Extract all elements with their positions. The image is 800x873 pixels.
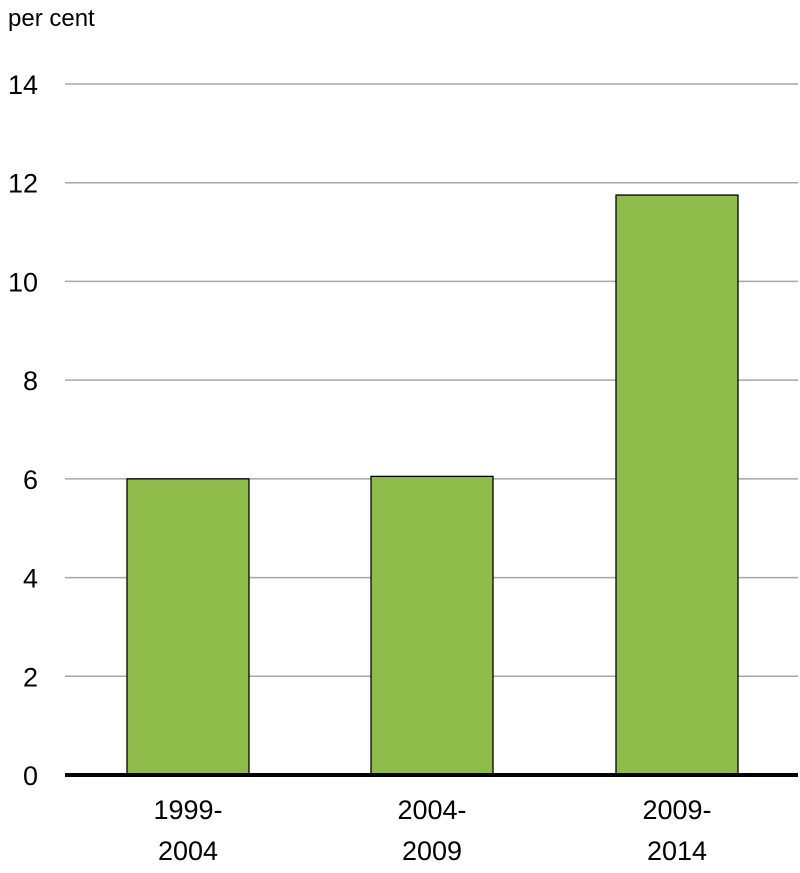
y-tick-label: 14 xyxy=(8,70,38,100)
x-category-label: 2014 xyxy=(647,836,707,866)
y-tick-label: 12 xyxy=(8,169,38,199)
y-tick-label: 8 xyxy=(23,366,38,396)
bar xyxy=(370,475,494,776)
x-category-label: 2004- xyxy=(397,795,466,825)
bar xyxy=(126,478,250,776)
x-category-label: 2004 xyxy=(158,836,218,866)
bar xyxy=(615,194,739,776)
bars xyxy=(126,194,739,776)
x-category-label: 1999- xyxy=(153,795,222,825)
y-unit-label: per cent xyxy=(8,5,95,32)
x-category-label: 2009- xyxy=(642,795,711,825)
x-category-label: 2009 xyxy=(402,836,462,866)
y-tick-labels: 0 2 4 6 8 10 12 14 xyxy=(8,70,38,791)
y-tick-label: 10 xyxy=(8,267,38,297)
x-category-labels: 1999- 2004 2004- 2009 2009- 2014 xyxy=(153,795,711,866)
y-tick-label: 2 xyxy=(23,662,38,692)
y-tick-label: 4 xyxy=(23,564,38,594)
y-tick-label: 6 xyxy=(23,465,38,495)
y-tick-label: 0 xyxy=(23,761,38,791)
